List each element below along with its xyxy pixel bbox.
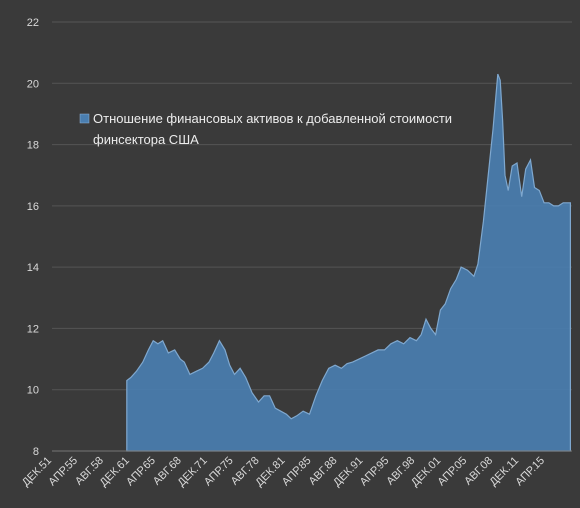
- y-tick-label: 16: [27, 201, 39, 213]
- x-tick-label: АПР.15: [513, 455, 547, 489]
- x-axis: ДЕК.51АПР.55АВГ.58ДЕК.61АПР.65АВГ.68ДЕК.…: [20, 450, 572, 489]
- series-area: [126, 73, 571, 452]
- y-tick-label: 20: [27, 78, 39, 90]
- legend-swatch: [79, 113, 90, 124]
- x-tick-label: АПР.95: [358, 455, 392, 489]
- y-axis: 8 10 12 14 16 18 20 22: [27, 17, 39, 458]
- y-tick-label: 14: [27, 262, 39, 274]
- x-tick-label: АПР.65: [124, 455, 158, 489]
- y-tick-label: 8: [33, 446, 39, 458]
- x-tick-label: АПР.55: [46, 455, 80, 489]
- legend-label: Отношение финансовых активов к добавленн…: [93, 111, 452, 147]
- x-tick-label: АПР.05: [436, 455, 470, 489]
- y-tick-label: 12: [27, 323, 39, 335]
- x-tick-label: АПР.85: [280, 455, 314, 489]
- y-tick-label: 22: [27, 17, 39, 29]
- y-tick-label: 10: [27, 385, 39, 397]
- legend: Отношение финансовых активов к добавленн…: [79, 111, 452, 147]
- y-tick-label: 18: [27, 140, 39, 152]
- x-tick-label: АПР.75: [202, 455, 236, 489]
- series-area-fill: [126, 73, 571, 452]
